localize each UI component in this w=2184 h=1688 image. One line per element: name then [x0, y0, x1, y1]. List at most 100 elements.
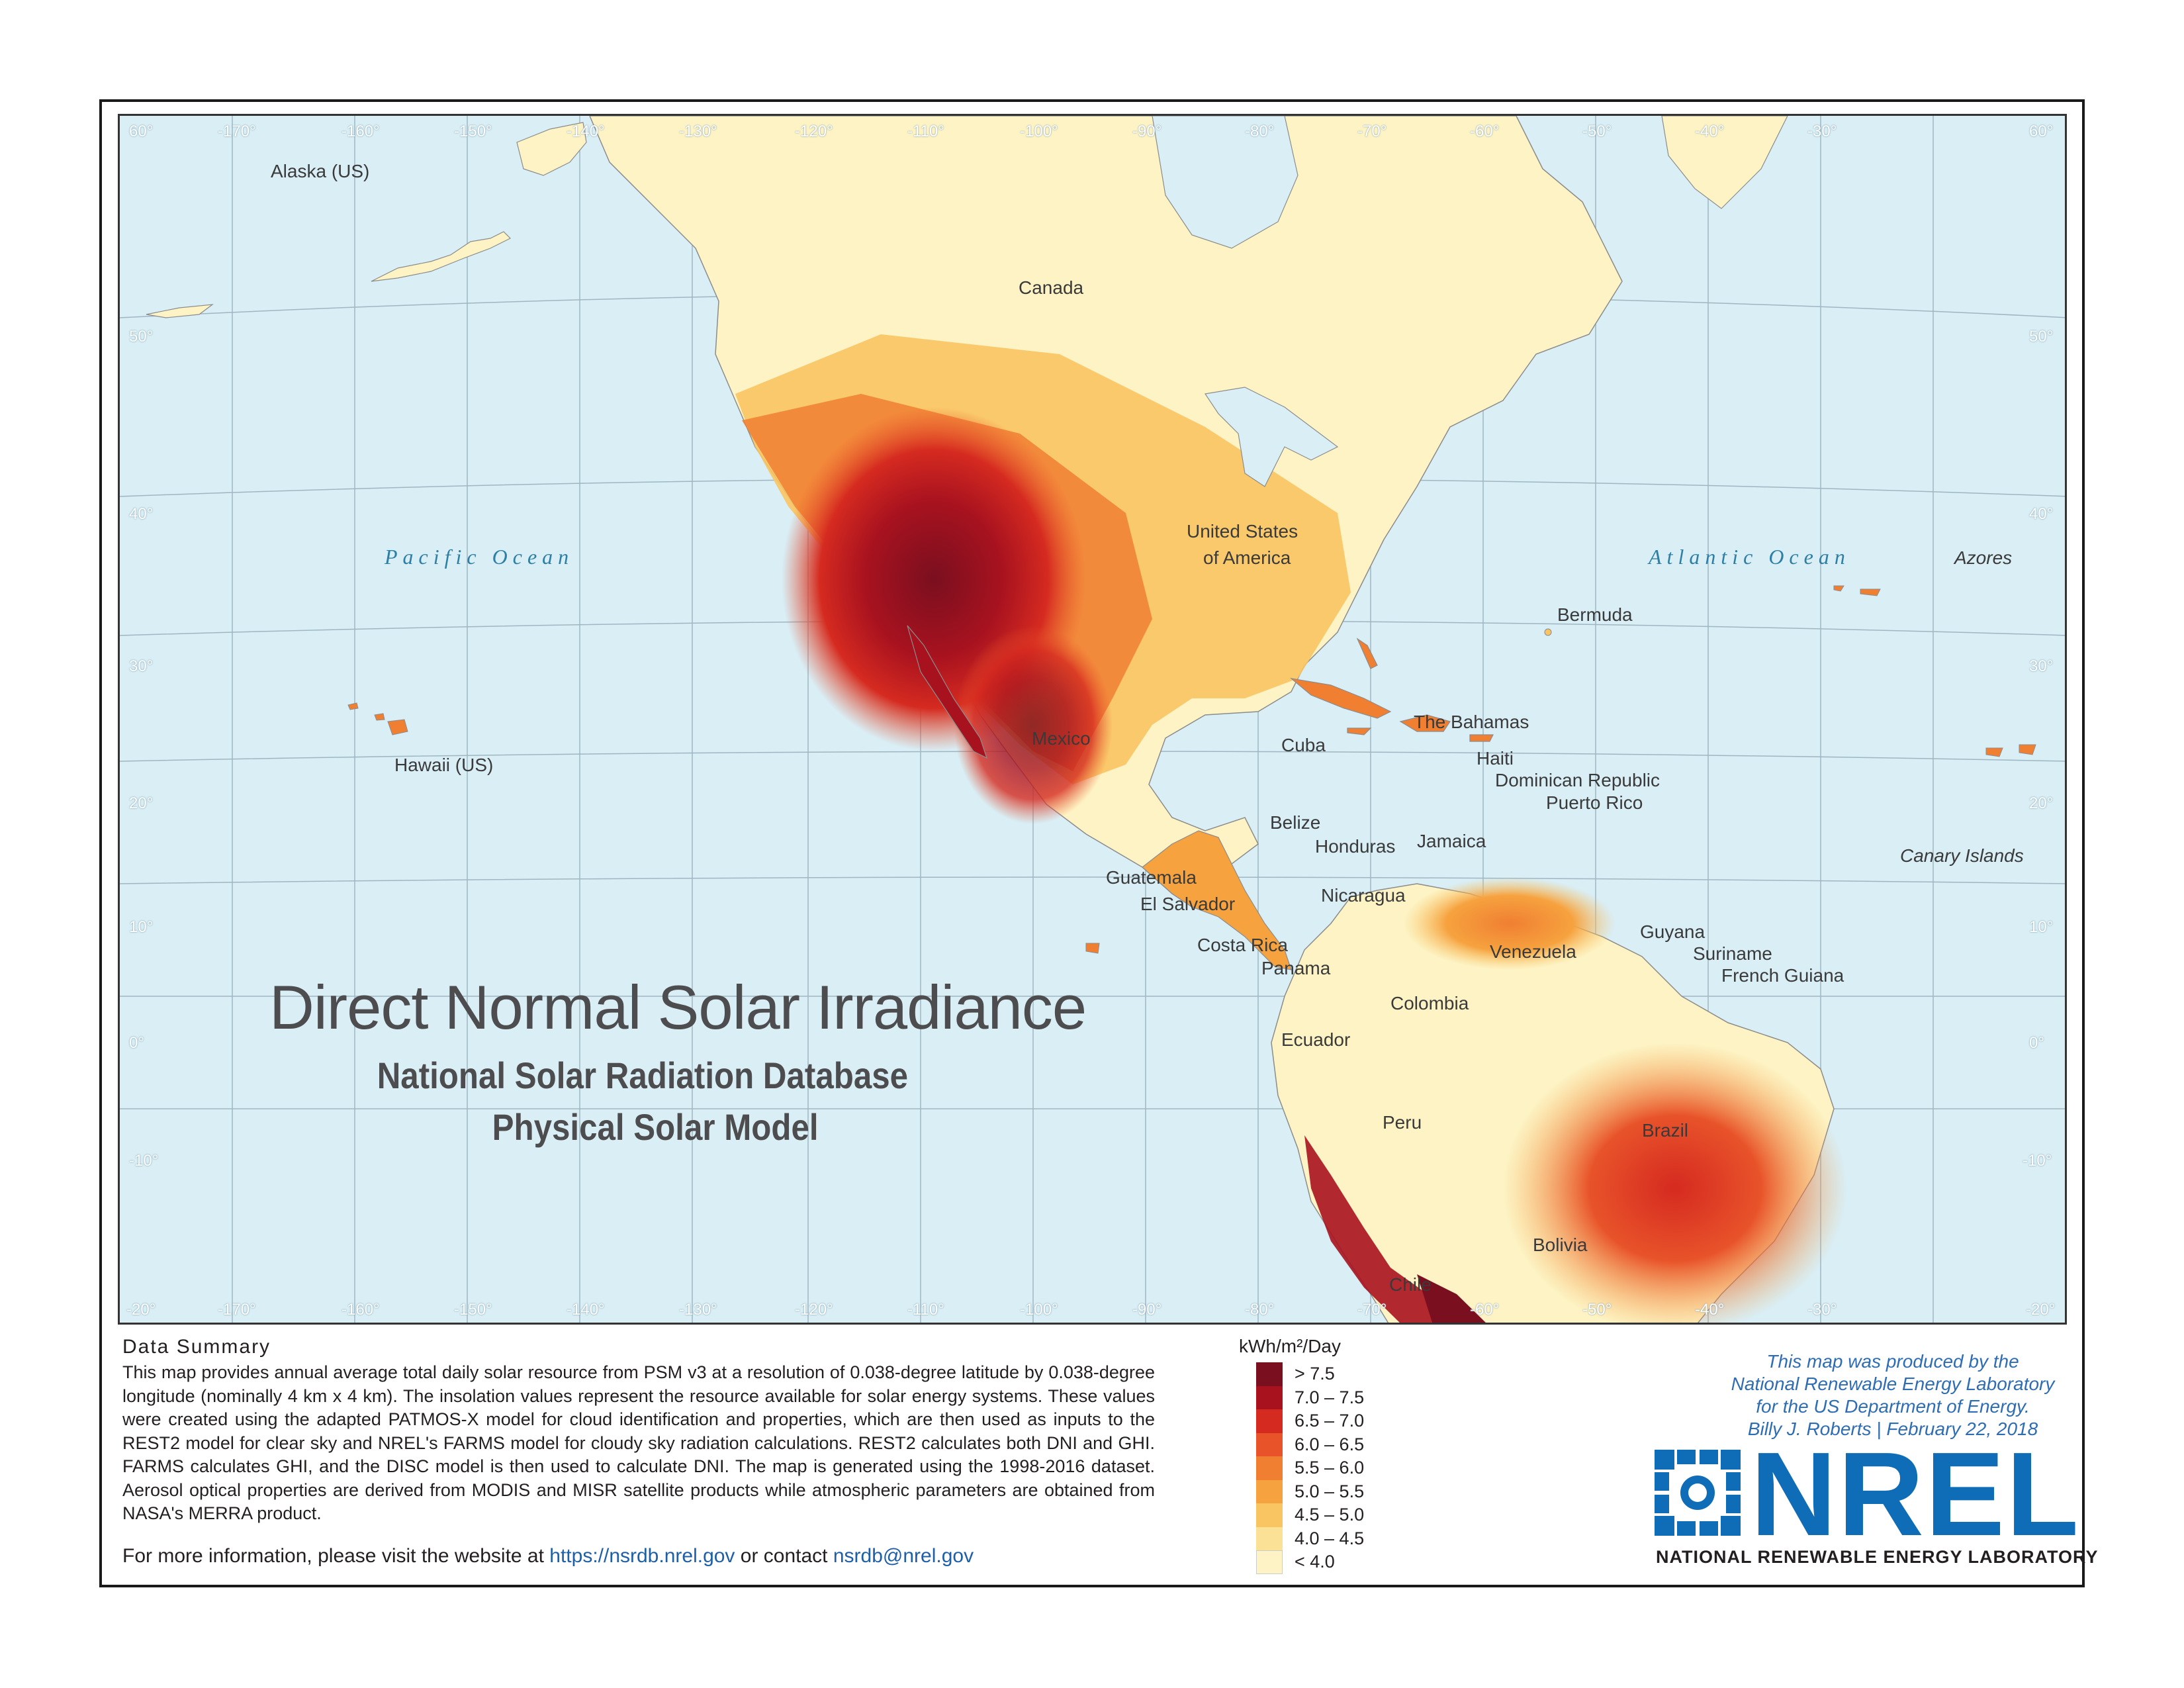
grid-label-bottom: -90°	[1132, 1301, 1162, 1319]
legend-label: 5.5 – 6.0	[1295, 1458, 1365, 1478]
atacama-hotspot	[1417, 1274, 1486, 1323]
legend-swatch	[1256, 1526, 1283, 1550]
map-subtitle-2: Physical Solar Model	[492, 1106, 819, 1148]
legend-swatch	[1256, 1456, 1283, 1480]
label-haiti: Haiti	[1477, 748, 1514, 769]
legend-swatch	[1256, 1362, 1283, 1386]
nrel-wordmark: NREL	[1751, 1428, 2080, 1561]
pacific-ocean-label: Pacific Ocean	[385, 545, 574, 569]
grid-label-top: -130°	[679, 122, 717, 140]
more-info-prefix: For more information, please visit the w…	[122, 1545, 550, 1567]
data-summary-more: For more information, please visit the w…	[122, 1545, 974, 1568]
grid-label-top: -120°	[795, 122, 833, 140]
legend-item: 4.5 – 5.0	[1256, 1503, 1364, 1527]
credit-line: National Renewable Energy Laboratory	[1731, 1374, 2055, 1394]
more-info-mid: or contact	[735, 1545, 833, 1567]
label-bolivia: Bolivia	[1533, 1235, 1588, 1255]
label-nicaragua: Nicaragua	[1321, 885, 1406, 906]
grid-label-bottom: -30°	[1807, 1301, 1837, 1319]
brazil-hotspot	[1503, 1043, 1847, 1323]
email-link[interactable]: nsrdb@nrel.gov	[833, 1545, 974, 1567]
grid-label-top: -50°	[1582, 122, 1612, 140]
grid-label-bottom: -50°	[1582, 1301, 1612, 1319]
label-costa-rica: Costa Rica	[1197, 935, 1288, 955]
grid-label-top: -140°	[567, 122, 605, 140]
bermuda-island	[1544, 628, 1552, 636]
grid-label-top: -160°	[341, 122, 380, 140]
label-mexico: Mexico	[1032, 728, 1091, 749]
grid-label-top: -150°	[454, 122, 492, 140]
legend-item: 6.0 – 6.5	[1256, 1432, 1365, 1456]
grid-label-top: -80°	[1245, 122, 1275, 140]
label-dominican: Dominican Republic	[1495, 770, 1661, 790]
label-usa-1: United States	[1187, 521, 1298, 541]
legend-item: 6.5 – 7.0	[1256, 1409, 1364, 1433]
central-america-land	[1142, 830, 1292, 970]
grid-label-bottom: -140°	[567, 1301, 605, 1319]
grid-label-lat: 0°	[129, 1034, 144, 1052]
legend-swatch	[1256, 1385, 1283, 1409]
credit-line: This map was produced by the	[1766, 1351, 2019, 1372]
grid-label-lat: -10°	[129, 1152, 159, 1170]
grid-label-bottom: -60°	[1470, 1301, 1500, 1319]
grid-label-bottom: -40°	[1695, 1301, 1725, 1319]
legend-label: 6.5 – 7.0	[1295, 1411, 1365, 1431]
greenland	[1661, 116, 1788, 209]
label-chile: Chile	[1389, 1274, 1432, 1295]
label-bermuda: Bermuda	[1557, 604, 1633, 625]
legend-item: < 4.0	[1256, 1550, 1364, 1574]
legend-label: 4.0 – 4.5	[1295, 1528, 1365, 1548]
label-bahamas: The Bahamas	[1414, 712, 1529, 732]
credit-line: Billy J. Roberts | February 22, 2018	[1747, 1419, 2038, 1439]
grid-label-lat: 50°	[2029, 328, 2054, 346]
caribbean-islands	[1289, 637, 1494, 742]
map-subtitle-1: National Solar Radiation Database	[377, 1055, 909, 1096]
label-usa-2: of America	[1203, 547, 1291, 568]
label-el-salvador: El Salvador	[1140, 894, 1236, 914]
nrel-subtitle: NATIONAL RENEWABLE ENERGY LABORATORY	[1656, 1547, 2099, 1567]
label-venezuela: Venezuela	[1490, 941, 1576, 962]
legend-title: kWh/m²/Day	[1239, 1336, 1341, 1356]
legend-swatch	[1256, 1550, 1283, 1574]
grid-label-bottom: -70°	[1357, 1301, 1387, 1319]
label-jamaica: Jamaica	[1417, 831, 1486, 851]
label-azores: Azores	[1954, 547, 2013, 568]
legend-item: 5.0 – 5.5	[1256, 1479, 1364, 1503]
label-guyana: Guyana	[1640, 921, 1706, 942]
mexico-hotspot	[954, 626, 1113, 824]
baja-california	[907, 625, 988, 759]
label-canada: Canada	[1019, 277, 1084, 298]
credit-block: This map was produced by the National Re…	[1674, 1350, 2111, 1440]
small-islands	[1085, 585, 2036, 954]
label-belize: Belize	[1270, 812, 1321, 833]
grid-label-lat: 10°	[129, 918, 154, 936]
grid-label-bottom: -160°	[341, 1301, 380, 1319]
label-alaska: Alaska (US)	[271, 161, 370, 181]
label-honduras: Honduras	[1315, 836, 1396, 857]
grid-label-top: 60°	[129, 122, 154, 140]
map-graphic	[120, 116, 2065, 1323]
label-hawaii: Hawaii (US)	[394, 755, 494, 775]
solar-map: 60° -170° -160° -150° -140° -130° -120° …	[118, 114, 2067, 1325]
grid-label-lat: 10°	[2029, 918, 2054, 936]
legend-label: 6.0 – 6.5	[1295, 1434, 1365, 1454]
website-link[interactable]: https://nsrdb.nrel.gov	[549, 1545, 735, 1567]
grid-label-lat: 30°	[2029, 657, 2054, 675]
nrel-logo-icon	[1655, 1450, 1741, 1536]
grid-label-bottom: -100°	[1020, 1301, 1058, 1319]
grid-label-lat: 20°	[129, 794, 154, 812]
label-suriname: Suriname	[1693, 943, 1772, 964]
grid-label-bottom: -20°	[2026, 1301, 2056, 1319]
label-ecuador: Ecuador	[1281, 1029, 1351, 1050]
great-lakes	[1204, 387, 1339, 487]
grid-label-bottom: -170°	[218, 1301, 256, 1319]
grid-label-lat: 30°	[129, 657, 154, 675]
grid-label-lat: 0°	[2029, 1034, 2044, 1052]
grid-label-top: -60°	[1470, 122, 1500, 140]
atlantic-ocean-label: Atlantic Ocean	[1649, 545, 1850, 569]
legend-label: 7.0 – 7.5	[1295, 1387, 1365, 1407]
grid-label-top: -70°	[1357, 122, 1387, 140]
label-panama: Panama	[1261, 958, 1331, 978]
grid-label-bottom: -20°	[126, 1301, 156, 1319]
label-french-guiana: French Guiana	[1721, 965, 1844, 986]
